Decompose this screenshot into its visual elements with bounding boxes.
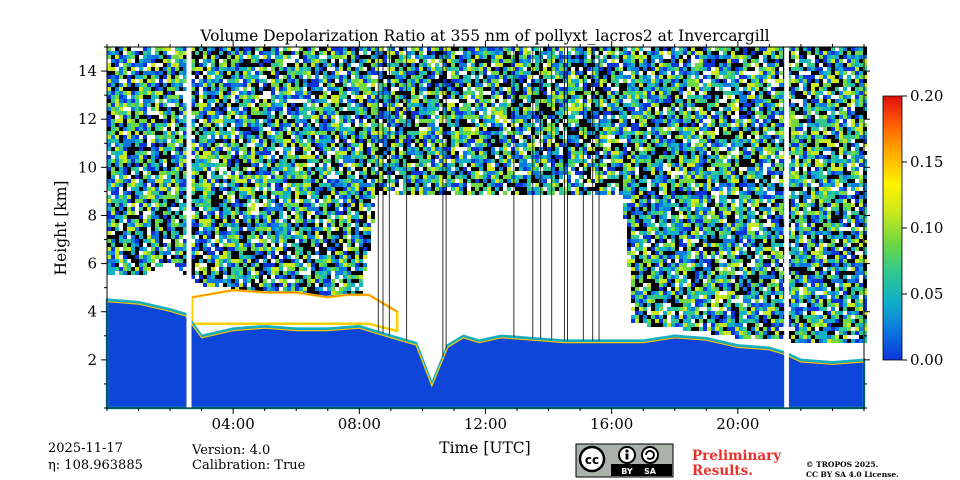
y-tick-label: 4 [87,303,97,321]
colorbar-tick-label: 0.00 [910,351,943,369]
colorbar-gradient [882,95,903,361]
y-tick-label: 14 [78,62,97,80]
low-aerosol-layer [105,298,866,410]
license-sa-label: SA [644,467,657,476]
version-label: Version: 4.0 [192,443,271,458]
y-tick-label: 10 [78,158,97,176]
x-tick-label: 04:00 [212,415,255,433]
y-tick-label: 6 [87,255,97,273]
preliminary-notice: Preliminary Results. [692,449,781,479]
colorbar-tick-label: 0.15 [910,153,943,171]
license-by-label: BY [621,467,633,476]
copyright-line-1: © TROPOS 2025. [806,460,879,469]
chart-title: Volume Depolarization Ratio at 355 nm of… [199,27,769,45]
x-tick-label: 12:00 [464,415,507,433]
copyright-notice: © TROPOS 2025. CC BY SA 4.0 License. [806,460,899,480]
calibration-label: Calibration: True [192,458,306,473]
blank-profile-columns [377,47,600,357]
x-tick-label: 20:00 [716,415,759,433]
preliminary-line-1: Preliminary [692,448,782,464]
colorbar-tick-label: 0.05 [910,285,943,303]
x-tick-label: 08:00 [338,415,381,433]
y-tick-label: 12 [78,110,97,128]
heatmap [105,47,867,410]
cc-icon [578,445,606,473]
y-tick-label: 8 [87,206,97,224]
copyright-line-2: CC BY SA 4.0 License. [806,470,899,479]
colorbar: 0.00 0.05 0.10 0.15 0.20 [882,87,943,369]
share-alike-icon [641,446,659,464]
x-axis-label: Time [UTC] [439,439,530,457]
y-axis-label: Height [km] [52,181,70,276]
x-axis: 04:00 08:00 12:00 16:00 20:00 [106,41,865,433]
y-axis: 2 4 6 8 10 12 14 [78,46,870,409]
preliminary-line-2: Results. [692,463,753,479]
plot-area [105,46,867,410]
colorbar-tick-label: 0.10 [910,219,943,237]
cc-license-badge: cc BY SA [575,443,674,478]
data-gaps [186,47,789,408]
colorbar-ticks: 0.00 0.05 0.10 0.15 0.20 [902,87,943,369]
measurement-date: 2025-11-17 [48,441,123,456]
colorbar-tick-label: 0.20 [910,87,943,105]
eta-value: η: 108.963885 [48,458,143,473]
x-tick-label: 16:00 [590,415,633,433]
cloud-layer [190,288,399,333]
y-tick-label: 2 [87,351,97,369]
